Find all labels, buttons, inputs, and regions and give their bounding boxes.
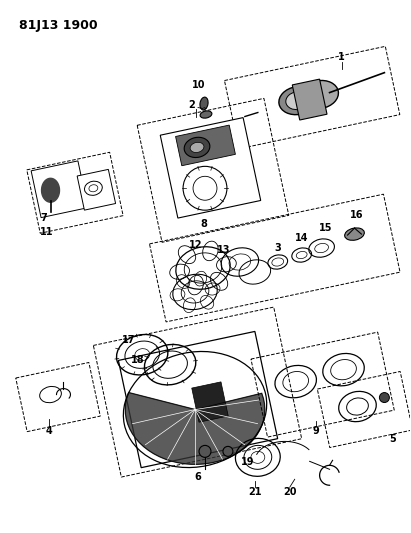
Text: 12: 12 bbox=[189, 240, 203, 250]
Ellipse shape bbox=[200, 97, 208, 110]
Text: 18: 18 bbox=[132, 354, 145, 365]
Ellipse shape bbox=[279, 86, 316, 115]
Polygon shape bbox=[31, 161, 88, 217]
Text: 13: 13 bbox=[217, 245, 231, 255]
Text: 20: 20 bbox=[283, 487, 296, 497]
Text: 14: 14 bbox=[295, 233, 308, 243]
Text: 81J13 1900: 81J13 1900 bbox=[18, 19, 97, 32]
Text: 15: 15 bbox=[319, 223, 332, 233]
Polygon shape bbox=[42, 179, 60, 202]
Polygon shape bbox=[160, 118, 261, 218]
Text: 2: 2 bbox=[189, 100, 195, 110]
Circle shape bbox=[379, 393, 389, 402]
Text: 9: 9 bbox=[312, 426, 319, 437]
Text: 6: 6 bbox=[195, 472, 201, 482]
Text: 11: 11 bbox=[40, 227, 53, 237]
Text: 17: 17 bbox=[122, 335, 135, 345]
Text: 5: 5 bbox=[389, 434, 396, 445]
Polygon shape bbox=[292, 79, 327, 120]
Circle shape bbox=[223, 447, 233, 456]
Text: 19: 19 bbox=[241, 457, 254, 467]
Ellipse shape bbox=[345, 228, 364, 240]
Polygon shape bbox=[125, 393, 265, 464]
Text: 4: 4 bbox=[45, 426, 52, 437]
Polygon shape bbox=[175, 125, 236, 166]
Polygon shape bbox=[77, 169, 115, 210]
Text: 7: 7 bbox=[40, 213, 47, 223]
Ellipse shape bbox=[301, 80, 338, 109]
Circle shape bbox=[199, 446, 211, 457]
Text: 16: 16 bbox=[350, 210, 363, 220]
Ellipse shape bbox=[190, 142, 204, 152]
Ellipse shape bbox=[286, 92, 309, 110]
Text: 8: 8 bbox=[201, 219, 208, 229]
Ellipse shape bbox=[200, 111, 212, 118]
Text: 1: 1 bbox=[338, 52, 345, 62]
Ellipse shape bbox=[184, 138, 210, 158]
Polygon shape bbox=[192, 382, 228, 422]
Polygon shape bbox=[118, 332, 278, 467]
Text: 21: 21 bbox=[248, 487, 261, 497]
Text: 3: 3 bbox=[275, 243, 281, 253]
Text: 10: 10 bbox=[192, 79, 206, 90]
